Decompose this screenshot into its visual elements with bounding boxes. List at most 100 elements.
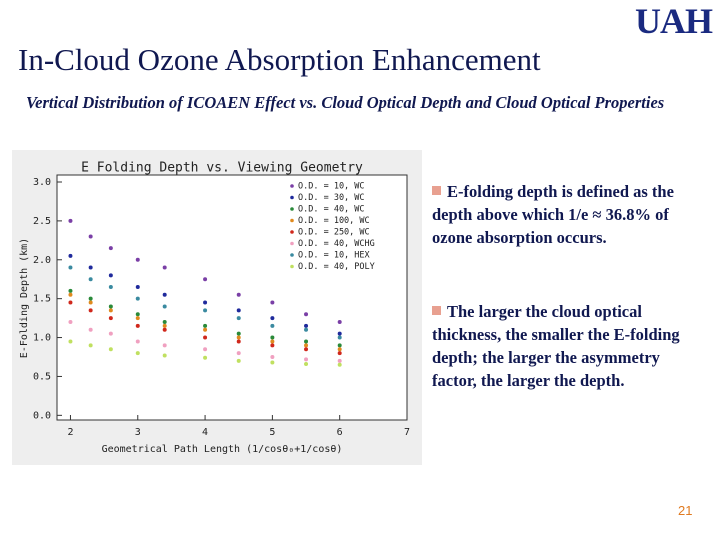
- point: [270, 335, 275, 340]
- chart-title: E Folding Depth vs. Viewing Geometry: [81, 161, 363, 176]
- legend-marker: [290, 195, 294, 200]
- point: [236, 292, 241, 297]
- point: [162, 323, 167, 328]
- point: [337, 347, 342, 352]
- point: [135, 296, 140, 301]
- chart: E Folding Depth vs. Viewing Geometry Geo…: [12, 150, 422, 465]
- point: [203, 355, 208, 360]
- point: [270, 339, 275, 344]
- point: [88, 277, 93, 282]
- x-tick-label: 3: [135, 427, 141, 438]
- point: [68, 253, 73, 258]
- point: [68, 288, 73, 293]
- point: [304, 327, 309, 332]
- point: [304, 347, 309, 352]
- page-number: 21: [678, 503, 693, 518]
- point: [304, 343, 309, 348]
- point: [88, 308, 93, 313]
- point: [162, 343, 167, 348]
- point: [236, 308, 241, 313]
- legend-label: O.D. = 100, WC: [298, 216, 370, 226]
- x-tick-label: 6: [337, 427, 343, 438]
- point: [88, 327, 93, 332]
- point: [236, 358, 241, 363]
- x-tick-label: 5: [269, 427, 275, 438]
- point: [68, 320, 73, 324]
- point: [88, 234, 93, 239]
- legend-label: O.D. = 30, WC: [298, 193, 365, 203]
- point: [337, 358, 342, 363]
- point: [135, 339, 140, 344]
- legend-marker: [290, 184, 294, 188]
- point: [68, 265, 73, 270]
- point: [203, 347, 208, 352]
- point: [68, 300, 73, 305]
- point: [270, 323, 275, 328]
- y-axis-label: E-Folding Depth (km): [19, 238, 30, 358]
- legend-marker: [290, 218, 294, 223]
- point: [135, 257, 140, 262]
- point: [203, 327, 208, 332]
- x-tick-label: 7: [404, 427, 410, 438]
- slide-title: In-Cloud Ozone Absorption Enhancement: [18, 42, 541, 77]
- point: [203, 335, 208, 340]
- legend-label: O.D. = 10, HEX: [298, 251, 371, 261]
- legend-label: O.D. = 250, WC: [298, 228, 370, 238]
- point: [135, 351, 140, 356]
- y-tick-label: 2.5: [33, 216, 51, 227]
- point: [203, 277, 208, 282]
- x-tick-label: 4: [202, 427, 208, 438]
- point: [270, 300, 275, 305]
- point: [236, 335, 241, 340]
- point: [68, 218, 73, 223]
- point: [337, 320, 342, 324]
- point: [162, 320, 167, 324]
- point: [108, 304, 113, 309]
- legend-marker: [290, 253, 294, 257]
- bullet: The larger the cloud optical thickness, …: [432, 300, 687, 392]
- bullet-text: E-folding depth is defined as the depth …: [432, 182, 674, 247]
- point: [337, 362, 342, 367]
- legend-label: O.D. = 40, POLY: [298, 262, 375, 272]
- point: [108, 308, 113, 313]
- point: [236, 351, 241, 356]
- point: [108, 273, 113, 278]
- point: [88, 265, 93, 270]
- point: [108, 316, 113, 321]
- point: [108, 246, 113, 251]
- point: [236, 331, 241, 336]
- point: [270, 316, 275, 321]
- legend-label: O.D. = 40, WC: [298, 205, 365, 215]
- legend-marker: [290, 230, 294, 234]
- point: [337, 351, 342, 356]
- point: [270, 355, 275, 359]
- point: [162, 265, 167, 270]
- point: [88, 343, 93, 348]
- x-tick-label: 2: [67, 427, 73, 438]
- point: [68, 292, 73, 297]
- bullet: E-folding depth is defined as the depth …: [432, 180, 687, 249]
- point: [162, 304, 167, 309]
- point: [162, 292, 167, 297]
- y-tick-label: 1.0: [33, 333, 51, 344]
- point: [304, 357, 309, 362]
- legend-label: O.D. = 10, WC: [298, 182, 365, 192]
- point: [270, 360, 275, 365]
- x-axis-label: Geometrical Path Length (1/cosθ₀+1/cosθ): [102, 444, 343, 455]
- point: [203, 308, 208, 313]
- point: [108, 331, 113, 336]
- y-tick-label: 0.0: [33, 410, 51, 421]
- point: [203, 300, 208, 305]
- point: [304, 312, 309, 317]
- point: [135, 312, 140, 317]
- point: [88, 300, 93, 305]
- logo: UAH: [635, 1, 713, 41]
- point: [68, 339, 73, 344]
- y-tick-label: 1.5: [33, 294, 51, 305]
- point: [162, 353, 167, 358]
- y-tick-label: 2.0: [33, 255, 51, 266]
- point: [304, 323, 309, 328]
- point: [337, 335, 342, 340]
- point: [88, 296, 93, 301]
- point: [304, 339, 309, 344]
